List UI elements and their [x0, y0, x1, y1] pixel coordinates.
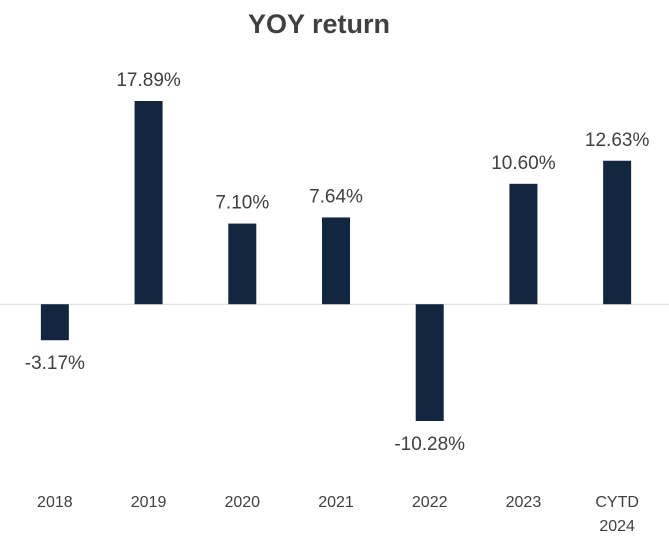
bar — [509, 183, 538, 305]
value-label: 12.63% — [585, 130, 650, 151]
value-label: -10.28% — [394, 434, 465, 455]
value-label: 7.10% — [215, 193, 269, 214]
bar — [228, 223, 257, 305]
x-tick-label: 2019 — [131, 494, 167, 511]
x-tick-label: 2021 — [318, 494, 354, 511]
x-tick-label: 2023 — [506, 494, 542, 511]
chart-title: YOY return — [248, 9, 390, 39]
value-label: 17.89% — [116, 70, 181, 91]
x-tick-label: 2020 — [224, 494, 260, 511]
x-tick-label: 2022 — [412, 494, 448, 511]
x-tick-label: CYTD 2024 — [595, 494, 639, 535]
bar — [322, 217, 350, 305]
value-label: -3.17% — [25, 353, 85, 374]
value-label: 10.60% — [491, 153, 556, 174]
bar — [603, 160, 632, 305]
value-label: 7.64% — [309, 186, 363, 207]
x-tick-label: 2018 — [37, 494, 73, 511]
bar — [40, 304, 69, 341]
bar — [134, 101, 163, 305]
bar — [415, 304, 444, 421]
